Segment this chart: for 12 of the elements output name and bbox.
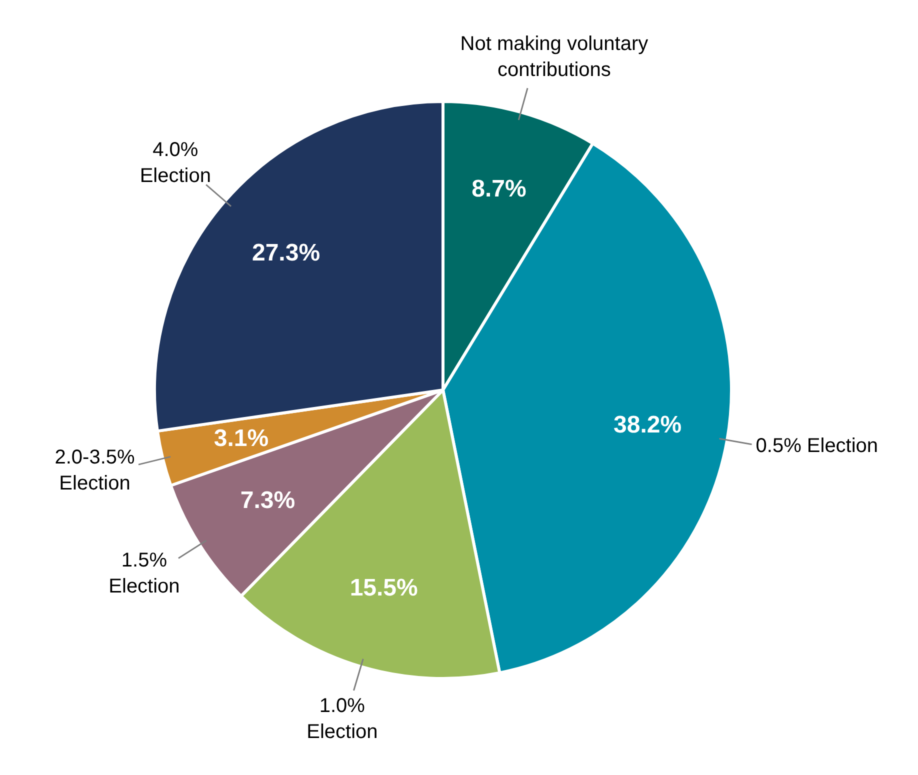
slice-label: 0.5% Election (756, 434, 878, 457)
slice-label: 2.0-3.5% Election (54, 446, 135, 494)
slice-label: 4.0% Election (140, 138, 211, 187)
data-label: 15.5% (350, 574, 418, 602)
data-label: 8.7% (472, 176, 526, 203)
data-label: 27.3% (252, 240, 320, 267)
data-label: 7.3% (240, 487, 296, 514)
slice-label: 1.0% Election (306, 694, 378, 743)
slice-label: Not making voluntary contributions (460, 32, 648, 81)
data-label: 3.1% (214, 425, 269, 452)
slice-label: 1.5% Election (108, 549, 180, 598)
data-label: 38.2% (614, 412, 682, 439)
